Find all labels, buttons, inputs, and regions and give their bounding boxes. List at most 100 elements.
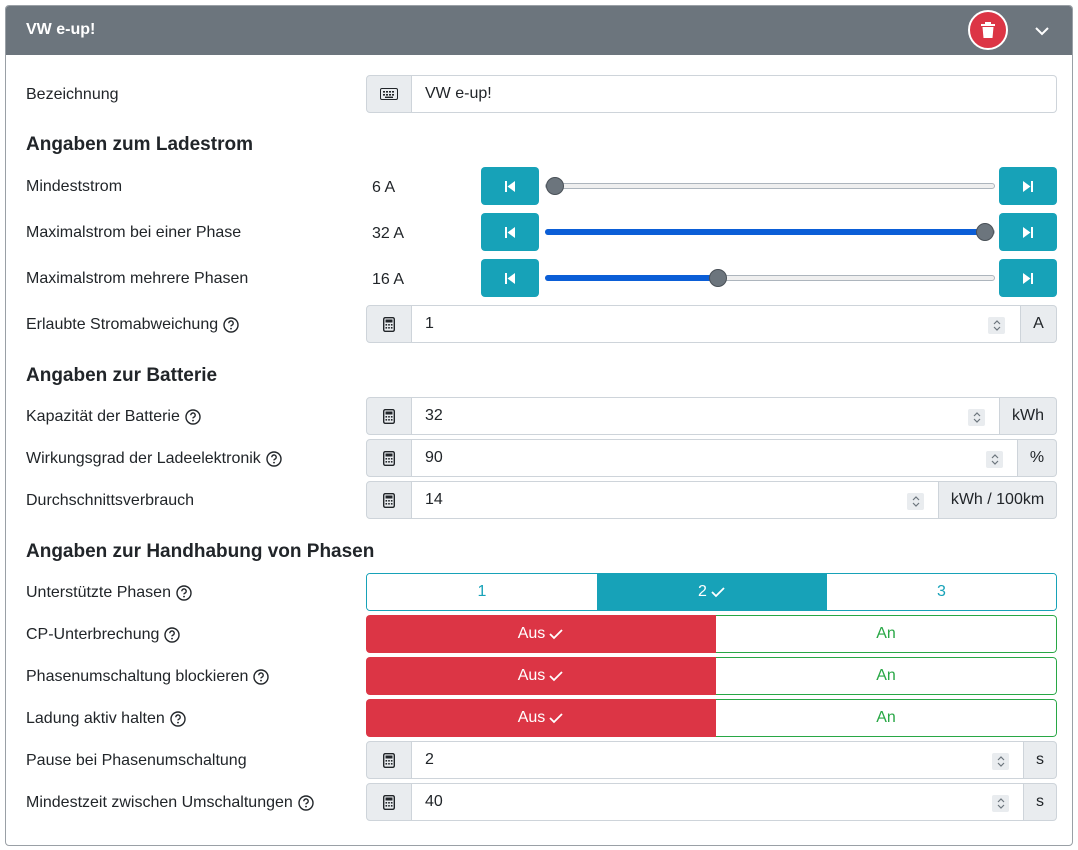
mindeststrom-value: 6 A <box>372 179 396 196</box>
cp-unterbrechung-label: CP-Unterbrechung <box>26 625 181 645</box>
mindeststrom-decrease-button[interactable] <box>481 167 539 205</box>
ladung-aktiv-halten-label-text: Ladung aktiv halten <box>26 710 165 727</box>
mindeststrom-slider-thumb[interactable] <box>546 177 564 195</box>
durchschnittsverbrauch-input[interactable]: 14 <box>412 481 939 519</box>
cp-unterbrechung-toggle: Aus An <box>366 615 1057 653</box>
keep-off-button[interactable]: Aus <box>366 699 716 737</box>
step-backward-icon <box>505 226 515 238</box>
phasenumschaltung-blockieren-label: Phasenumschaltung blockieren <box>26 667 270 687</box>
check-icon <box>549 713 563 724</box>
mindeststrom-increase-button[interactable] <box>999 167 1057 205</box>
stromabweichung-label: Erlaubte Stromabweichung <box>26 315 239 335</box>
ladung-aktiv-halten-label: Ladung aktiv halten <box>26 709 186 729</box>
pause-value: 2 <box>425 751 434 768</box>
check-icon <box>711 587 725 598</box>
ladung-aktiv-halten-toggle: Aus An <box>366 699 1057 737</box>
spinner-icon[interactable] <box>992 753 1009 770</box>
check-icon <box>549 671 563 682</box>
stromabweichung-group: 1 A <box>366 305 1057 343</box>
kapazitaet-label-text: Kapazität der Batterie <box>26 408 180 425</box>
mindestzeit-group: 40 s <box>366 783 1057 821</box>
question-circle-icon[interactable] <box>253 669 270 685</box>
question-circle-icon[interactable] <box>176 585 192 601</box>
question-circle-icon[interactable] <box>185 409 201 425</box>
maximalstrom-eine-slider-thumb[interactable] <box>976 223 994 241</box>
maximalstrom-eine-decrease-button[interactable] <box>481 213 539 251</box>
kapazitaet-input[interactable]: 32 <box>412 397 1000 435</box>
maximalstrom-eine-increase-button[interactable] <box>999 213 1057 251</box>
phasenumschaltung-blockieren-toggle: Aus An <box>366 657 1057 695</box>
maximalstrom-mehrere-value: 16 A <box>372 271 405 288</box>
mindeststrom-label: Mindeststrom <box>26 178 123 195</box>
section-ladestrom: Angaben zum Ladestrom <box>26 134 253 155</box>
step-backward-icon <box>505 180 515 192</box>
phase-option-3[interactable]: 3 <box>827 574 1056 610</box>
keep-off-label: Aus <box>517 709 546 726</box>
step-backward-icon <box>505 272 515 284</box>
durchschnittsverbrauch-group: 14 kWh / 100km <box>366 481 1057 519</box>
delete-button[interactable] <box>968 10 1008 50</box>
stromabweichung-value: 1 <box>425 315 434 332</box>
question-circle-icon[interactable] <box>298 795 314 811</box>
mindestzeit-label-text: Mindestzeit zwischen Umschaltungen <box>26 794 293 811</box>
check-icon <box>549 629 563 640</box>
phase-option-2-label: 2 <box>698 583 707 600</box>
maximalstrom-mehrere-slider-thumb[interactable] <box>709 269 728 287</box>
cp-off-button[interactable]: Aus <box>366 615 716 653</box>
bezeichnung-input[interactable]: VW e-up! <box>412 75 1057 113</box>
spinner-icon[interactable] <box>986 451 1003 468</box>
maximalstrom-eine-label: Maximalstrom bei einer Phase <box>26 224 242 241</box>
phasenumschaltung-blockieren-label-text: Phasenumschaltung blockieren <box>26 668 249 685</box>
calculator-icon <box>366 481 412 519</box>
phase-option-2[interactable]: 2 <box>597 574 827 610</box>
pause-group: 2 s <box>366 741 1057 779</box>
keep-on-button[interactable]: An <box>716 699 1057 737</box>
bezeichnung-label: Bezeichnung <box>26 86 119 103</box>
kapazitaet-value: 32 <box>425 407 443 424</box>
question-circle-icon[interactable] <box>170 711 186 727</box>
phase-option-1[interactable]: 1 <box>367 574 597 610</box>
block-off-label: Aus <box>517 667 546 684</box>
phases-button-group: 1 2 3 <box>366 573 1057 611</box>
maximalstrom-mehrere-increase-button[interactable] <box>999 259 1057 297</box>
chevron-down-icon[interactable] <box>1032 21 1052 41</box>
spinner-icon[interactable] <box>907 493 924 510</box>
keyboard-icon <box>366 75 412 113</box>
maximalstrom-mehrere-label: Maximalstrom mehrere Phasen <box>26 270 249 287</box>
wirkungsgrad-unit: % <box>1018 439 1057 477</box>
spinner-icon[interactable] <box>968 409 985 426</box>
question-circle-icon[interactable] <box>223 317 239 333</box>
spinner-icon[interactable] <box>992 795 1009 812</box>
stromabweichung-input[interactable]: 1 <box>412 305 1021 343</box>
durchschnittsverbrauch-value: 14 <box>425 491 443 508</box>
wirkungsgrad-group: 90 % <box>366 439 1057 477</box>
card-header[interactable]: VW e-up! <box>6 6 1072 55</box>
kapazitaet-unit: kWh <box>1000 397 1057 435</box>
step-forward-icon <box>1023 272 1033 284</box>
section-batterie: Angaben zur Batterie <box>26 365 218 386</box>
cp-on-button[interactable]: An <box>716 615 1057 653</box>
mindestzeit-label: Mindestzeit zwischen Umschaltungen <box>26 793 314 813</box>
cp-unterbrechung-label-text: CP-Unterbrechung <box>26 626 160 643</box>
durchschnittsverbrauch-unit: kWh / 100km <box>939 481 1057 519</box>
mindestzeit-input[interactable]: 40 <box>412 783 1024 821</box>
question-circle-icon[interactable] <box>164 627 181 643</box>
stromabweichung-label-text: Erlaubte Stromabweichung <box>26 316 219 333</box>
pause-input[interactable]: 2 <box>412 741 1024 779</box>
wirkungsgrad-label: Wirkungsgrad der Ladeelektronik <box>26 449 282 469</box>
question-circle-icon[interactable] <box>266 451 282 467</box>
calculator-icon <box>366 397 412 435</box>
kapazitaet-group: 32 kWh <box>366 397 1057 435</box>
bezeichnung-group: VW e-up! <box>366 75 1057 113</box>
maximalstrom-mehrere-decrease-button[interactable] <box>481 259 539 297</box>
stromabweichung-unit: A <box>1021 305 1057 343</box>
mindeststrom-slider-track[interactable] <box>545 183 995 189</box>
maximalstrom-eine-slider-fill <box>545 229 985 235</box>
vehicle-card: VW e-up! Bezeichnung VW e-up! Angaben zu… <box>5 5 1073 846</box>
block-off-button[interactable]: Aus <box>366 657 716 695</box>
trash-icon <box>981 22 995 38</box>
block-on-button[interactable]: An <box>716 657 1057 695</box>
wirkungsgrad-input[interactable]: 90 <box>412 439 1018 477</box>
spinner-icon[interactable] <box>988 317 1005 334</box>
maximalstrom-eine-value: 32 A <box>372 225 405 242</box>
